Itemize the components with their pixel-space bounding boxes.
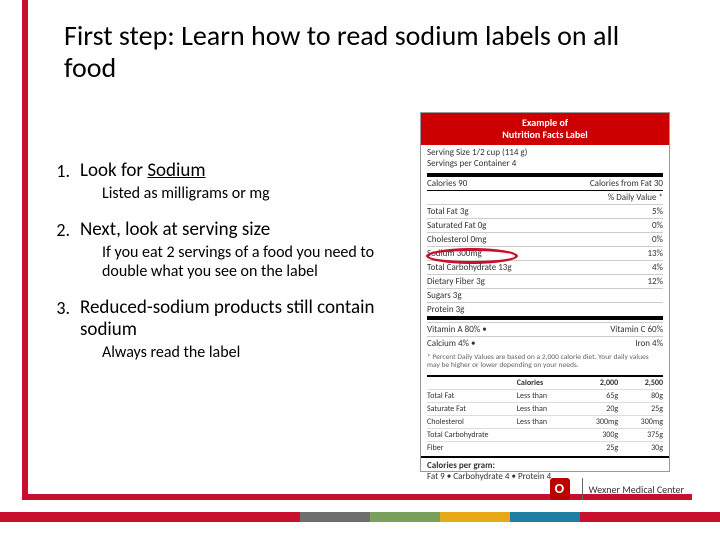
mini-row: Total Carbohydrate300g375g xyxy=(427,428,663,441)
step-heading: Next, look at serving size xyxy=(80,219,386,241)
steps-list: 1.Look for Sodium Listed as milligrams or… xyxy=(46,160,386,378)
nutrient-row: Total Fat 3g 5% xyxy=(427,204,663,218)
mini-h-c2: 2,500 xyxy=(618,378,663,388)
step-item: 1.Look for Sodium Listed as milligrams or… xyxy=(46,160,386,203)
calories: Calories 90 xyxy=(427,178,467,189)
step-heading: Reduced-sodium products still contain so… xyxy=(80,297,386,341)
mini-h-blank xyxy=(427,378,517,388)
step-sub: Listed as milligrams or mg xyxy=(102,184,386,203)
color-strip-segment xyxy=(440,512,510,522)
mini-row: Saturate FatLess than20g25g xyxy=(427,402,663,415)
logo-text: Wexner Medical Center xyxy=(589,483,684,496)
ohio-state-o-icon xyxy=(550,478,570,500)
vitamin-right: Iron 4% xyxy=(635,338,663,349)
nutrient-name: Saturated Fat 0g xyxy=(427,220,486,231)
wexner-logo: Wexner Medical Center xyxy=(550,478,684,500)
nutrient-name: Cholesterol 0mg xyxy=(427,234,486,245)
color-strip-segment xyxy=(0,512,300,522)
nutrient-name: Dietary Fiber 3g xyxy=(427,276,485,287)
label-footnote: * Percent Daily Values are based on a 2,… xyxy=(421,352,669,373)
vitamin-left: Vitamin A 80% • xyxy=(427,324,487,335)
vitamin-row: Calcium 4% • Iron 4% xyxy=(427,336,663,350)
mini-row: Total FatLess than65g80g xyxy=(427,389,663,402)
nutrient-row: Saturated Fat 0g 0% xyxy=(427,218,663,232)
color-strip xyxy=(0,512,720,522)
mini-table: Calories 2,000 2,500 Total FatLess than6… xyxy=(421,373,669,456)
color-strip-segment xyxy=(370,512,440,522)
mini-row: CholesterolLess than300mg300mg xyxy=(427,415,663,428)
nutrient-name: Protein 3g xyxy=(427,304,464,315)
nutrient-dv: 12% xyxy=(647,276,663,287)
vitamin-right: Vitamin C 60% xyxy=(610,324,663,335)
label-serving: Serving Size 1/2 cup (114 g) Servings pe… xyxy=(421,145,669,171)
vitamin-row: Vitamin A 80% • Vitamin C 60% xyxy=(427,322,663,336)
nutrient-dv: 4% xyxy=(652,262,663,273)
mini-row: Fiber25g30g xyxy=(427,441,663,454)
slide-title: First step: Learn how to read sodium lab… xyxy=(64,20,624,84)
nutrient-name: Total Fat 3g xyxy=(427,206,469,217)
step-number: 2. xyxy=(46,219,80,281)
step-item: 3.Reduced-sodium products still contain … xyxy=(46,297,386,362)
nutrient-dv: 5% xyxy=(652,206,663,217)
nutrient-dv: 13% xyxy=(647,248,663,259)
label-header: Example of Nutrition Facts Label xyxy=(421,113,669,145)
step-sub: Always read the label xyxy=(102,343,386,362)
cpg-label: Calories per gram: xyxy=(427,460,663,471)
mini-h-cal: Calories xyxy=(517,378,574,388)
calories-from-fat: Calories from Fat 30 xyxy=(590,178,663,189)
mini-h-c1: 2,000 xyxy=(573,378,618,388)
servings-per: Servings per Container 4 xyxy=(427,158,663,169)
sodium-highlight-oval xyxy=(426,248,518,264)
nutrient-row: Dietary Fiber 3g 12% xyxy=(427,274,663,288)
nutrient-dv: 0% xyxy=(652,220,663,231)
step-heading-underline: Sodium xyxy=(147,159,205,182)
logo-divider xyxy=(582,478,583,500)
color-strip-segment xyxy=(510,512,580,522)
nutrient-dv: 0% xyxy=(652,234,663,245)
nutrient-row: Protein 3g xyxy=(427,302,663,316)
vitamin-rows: Vitamin A 80% •Vitamin C 60%Calcium 4% •… xyxy=(427,322,663,350)
step-body: Next, look at serving sizeIf you eat 2 s… xyxy=(80,219,386,281)
daily-value-header: % Daily Value * xyxy=(608,192,663,203)
serving-size: Serving Size 1/2 cup (114 g) xyxy=(427,147,663,158)
vitamin-left: Calcium 4% • xyxy=(427,338,476,349)
step-item: 2.Next, look at serving sizeIf you eat 2… xyxy=(46,219,386,281)
color-strip-segment xyxy=(580,512,720,522)
frame-left-bar xyxy=(22,0,28,500)
nutrient-row: Sugars 3g xyxy=(427,288,663,302)
label-header-line2: Nutrition Facts Label xyxy=(423,129,667,141)
nutrient-row: Cholesterol 0mg 0% xyxy=(427,232,663,246)
step-number: 1. xyxy=(46,160,80,203)
step-body: Reduced-sodium products still contain so… xyxy=(80,297,386,362)
nutrition-label: Example of Nutrition Facts Label Serving… xyxy=(420,112,670,472)
step-body: Look for Sodium Listed as milligrams or m… xyxy=(80,160,386,203)
color-strip-segment xyxy=(300,512,370,522)
step-sub: If you eat 2 servings of a food you need… xyxy=(102,243,386,281)
step-number: 3. xyxy=(46,297,80,362)
slide: First step: Learn how to read sodium lab… xyxy=(0,0,720,540)
step-heading: Look for Sodium xyxy=(80,160,386,182)
nutrient-name: Sugars 3g xyxy=(427,290,462,301)
